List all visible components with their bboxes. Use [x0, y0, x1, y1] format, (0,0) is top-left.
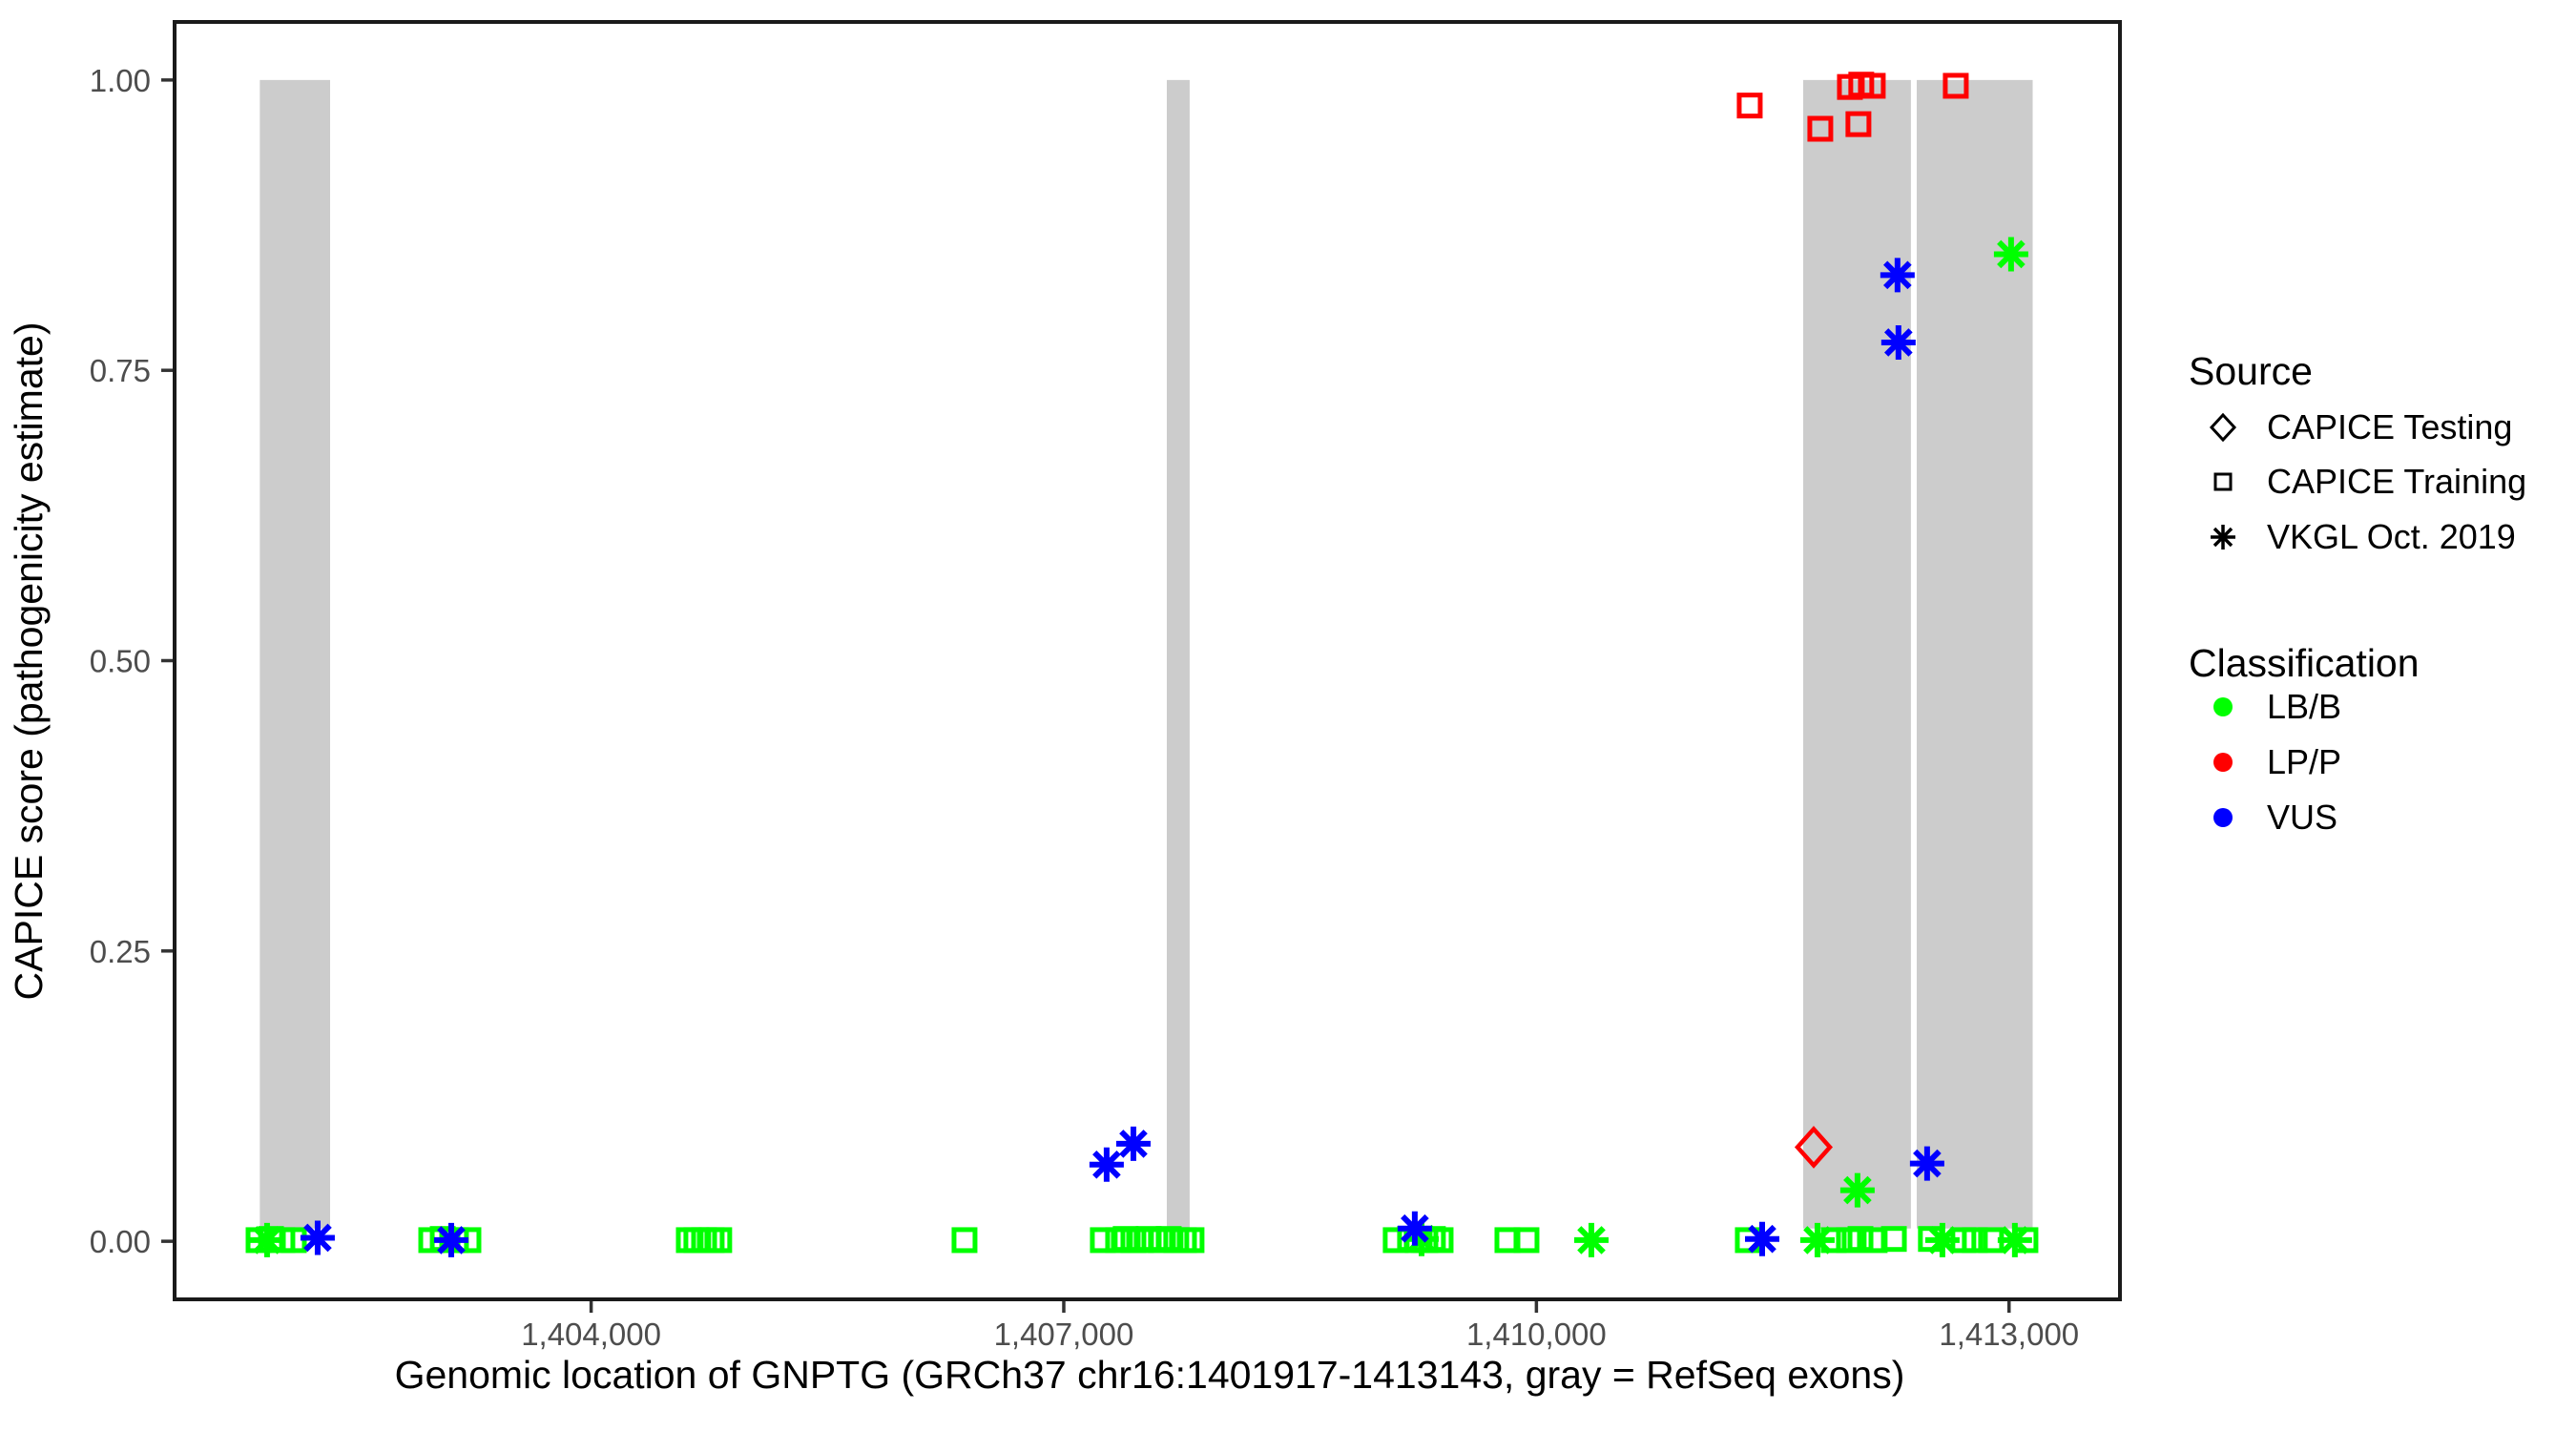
data-point-square: [1962, 1227, 1988, 1254]
x-tick-label: 1,407,000: [994, 1317, 1134, 1352]
y-tick-label: 0.00: [90, 1224, 151, 1259]
data-point-square: [706, 1227, 733, 1254]
data-point-square: [951, 1227, 978, 1254]
data-point-asterisk: [1115, 1126, 1151, 1161]
data-point-square: [1942, 73, 1969, 99]
y-tick-label: 0.75: [90, 353, 151, 388]
data-point-square: [1845, 111, 1872, 137]
data-point-square: [698, 1227, 725, 1254]
data-point-diamond: [1794, 1126, 1834, 1169]
exon-rect: [1916, 79, 2033, 1229]
x-axis-title: Genomic location of GNPTG (GRCh37 chr16:…: [395, 1353, 1905, 1397]
data-point-asterisk: [1909, 1146, 1944, 1181]
data-point-asterisk: [1397, 1211, 1432, 1246]
data-point-asterisk: [1993, 237, 2028, 272]
data-point-asterisk: [433, 1222, 468, 1257]
data-point-square: [1736, 93, 1763, 119]
x-tick-label: 1,413,000: [1939, 1317, 2079, 1352]
y-axis-title: CAPICE score (pathogenicity estimate): [7, 322, 51, 1001]
data-point-asterisk: [249, 1222, 284, 1257]
y-tick-label: 1.00: [90, 63, 151, 98]
data-point-square: [1090, 1227, 1116, 1254]
data-point-square: [1807, 115, 1834, 142]
exon-rect: [1166, 79, 1190, 1229]
data-point-asterisk: [1799, 1222, 1835, 1257]
data-point-square: [1859, 73, 1886, 99]
data-point-asterisk: [1880, 324, 1916, 360]
x-tick-label: 1,404,000: [521, 1317, 661, 1352]
data-point-asterisk: [1924, 1222, 1960, 1257]
data-point-asterisk: [300, 1220, 335, 1255]
data-point-square: [683, 1227, 710, 1254]
x-tick-label: 1,410,000: [1466, 1317, 1607, 1352]
data-point-asterisk: [1089, 1147, 1124, 1182]
exon-rect: [260, 79, 330, 1229]
data-point-asterisk: [1839, 1172, 1875, 1208]
data-point-asterisk: [1880, 258, 1915, 293]
y-tick-label: 0.50: [90, 644, 151, 679]
data-point-square: [1513, 1227, 1540, 1254]
data-point-square: [1178, 1227, 1205, 1254]
panel-border: [173, 20, 2122, 1301]
data-point-asterisk: [1997, 1222, 2032, 1257]
y-tick-label: 0.25: [90, 934, 151, 969]
data-point-asterisk: [1574, 1222, 1609, 1257]
data-point-square: [1847, 1226, 1874, 1253]
exon-rect: [1802, 79, 1911, 1229]
data-point-square: [1880, 1226, 1907, 1253]
data-point-square: [691, 1227, 717, 1254]
data-point-asterisk: [1744, 1221, 1779, 1256]
data-point-square: [675, 1227, 702, 1254]
